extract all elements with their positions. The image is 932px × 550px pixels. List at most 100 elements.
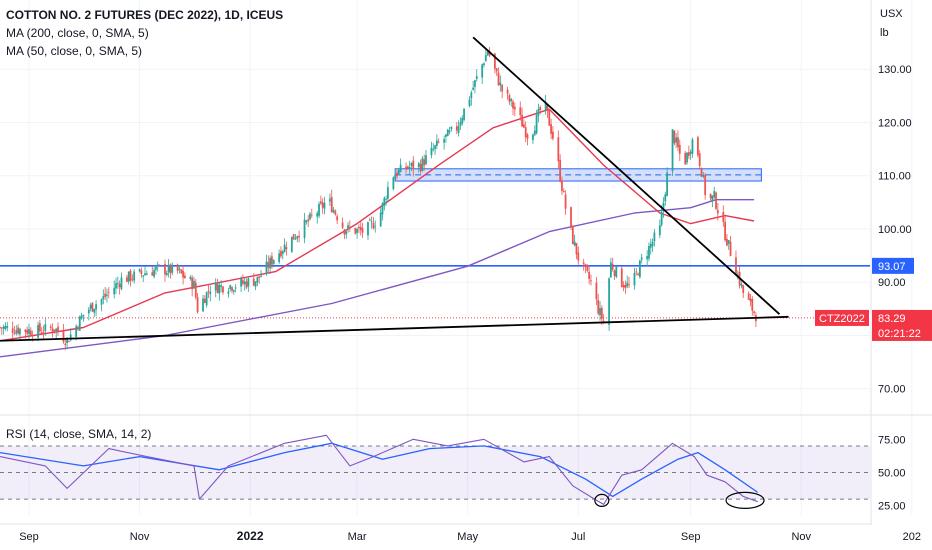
candle-body — [493, 53, 496, 69]
candle-body — [182, 270, 184, 278]
candle-body — [551, 131, 554, 139]
candle-body — [329, 198, 331, 202]
candle-body — [510, 98, 513, 102]
candle-body — [742, 285, 745, 294]
candle-body — [524, 127, 527, 138]
candle-body — [115, 283, 117, 289]
candle-body — [13, 333, 16, 334]
candle-body — [281, 251, 284, 254]
candle-body — [698, 153, 701, 167]
candle-body — [91, 302, 94, 312]
candle-body — [75, 326, 78, 337]
candle-body — [271, 256, 273, 265]
support-label-box — [872, 257, 914, 274]
candle-body — [740, 284, 743, 287]
candle-body — [370, 221, 373, 223]
ma50-line — [0, 108, 755, 342]
candle-body — [423, 159, 426, 166]
candle-body — [66, 338, 68, 344]
candle-body — [53, 329, 56, 331]
rsi-tick-label: 25.00 — [878, 501, 906, 513]
candle-body — [265, 261, 268, 275]
candle-body — [358, 226, 360, 229]
candle-body — [446, 129, 449, 137]
candle-body — [613, 270, 616, 276]
ma200-legend[interactable]: MA (200, close, 0, SMA, 5) — [6, 26, 149, 40]
candle-body — [296, 236, 299, 239]
candle-body — [285, 247, 288, 250]
candle-body — [488, 50, 491, 56]
candle-body — [89, 304, 92, 309]
candle-body — [316, 213, 319, 217]
candle-body — [586, 265, 589, 271]
candle-body — [410, 162, 413, 166]
candle-body — [550, 124, 552, 134]
candle-body — [406, 166, 409, 169]
candle-body — [354, 228, 357, 234]
candle-body — [234, 287, 237, 289]
candle-body — [336, 216, 339, 221]
candle-body — [118, 283, 121, 288]
candle-body — [532, 134, 534, 141]
candle-body — [29, 330, 32, 336]
candle-body — [559, 159, 562, 181]
candle-body — [245, 281, 248, 288]
candle-body — [303, 219, 306, 239]
candle-body — [318, 203, 320, 216]
candle-body — [539, 107, 542, 111]
ma200-line — [0, 198, 755, 358]
time-tick-label: Nov — [791, 531, 811, 543]
candle-body — [203, 298, 206, 304]
candle-body — [397, 169, 400, 175]
candle-body — [153, 269, 155, 277]
candle-body — [62, 330, 65, 342]
candle-body — [55, 328, 58, 332]
candle-body — [194, 282, 197, 298]
candle-body — [715, 192, 717, 209]
support-level-label: 93.07 — [878, 261, 906, 273]
candle-body — [169, 264, 172, 274]
candle-body — [577, 252, 580, 261]
candle-body — [24, 329, 27, 332]
candle-body — [272, 259, 275, 264]
price-tick-label: 100.00 — [878, 224, 912, 236]
time-tick-label: Sep — [19, 531, 39, 543]
candle-body — [309, 213, 311, 220]
candle-body — [615, 266, 618, 278]
candle-body — [220, 285, 223, 287]
rsi-legend[interactable]: RSI (14, close, SMA, 14, 2) — [6, 427, 152, 441]
candle-body — [727, 240, 730, 244]
candle-body — [421, 158, 424, 171]
candle-body — [432, 149, 435, 151]
candle-body — [283, 244, 286, 252]
ma50-legend[interactable]: MA (50, close, 0, SMA, 5) — [6, 44, 143, 58]
candle-body — [417, 163, 420, 167]
candle-body — [164, 263, 166, 275]
candle-body — [548, 109, 551, 126]
candle-body — [716, 210, 719, 214]
candle-body — [387, 187, 389, 199]
candle-body — [722, 212, 725, 222]
candle-body — [372, 222, 375, 229]
candle-body — [310, 214, 313, 216]
rsi-annotation-ellipse — [725, 491, 765, 509]
candle-body — [57, 326, 59, 333]
candle-body — [651, 241, 654, 247]
candle-body — [595, 282, 598, 300]
candle-body — [222, 286, 224, 293]
candle-body — [216, 283, 219, 293]
candle-body — [106, 294, 108, 296]
candle-body — [321, 202, 324, 208]
candle-body — [637, 273, 639, 276]
support-trendline — [0, 315, 789, 342]
candle-body — [702, 174, 705, 177]
candle-body — [269, 258, 271, 269]
candle-body — [608, 278, 610, 325]
candle-body — [26, 329, 29, 334]
candle-body — [445, 134, 447, 137]
candle-body — [434, 145, 436, 150]
candle-body — [379, 212, 382, 227]
candle-body — [582, 262, 585, 264]
